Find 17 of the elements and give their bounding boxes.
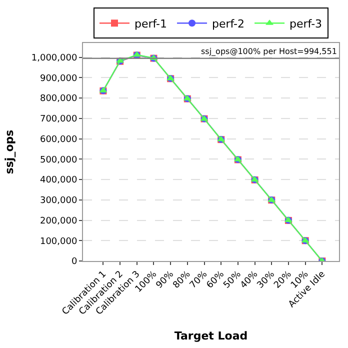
y-tick-label: 0 [71,257,78,268]
y-tick-label: 200,000 [40,216,78,226]
ref-line-label: ssj_ops@100% per Host=994,551 [201,47,337,56]
legend-label: perf-1 [134,17,168,30]
y-tick-label: 900,000 [40,74,78,84]
y-tick-label: 500,000 [40,155,78,166]
legend-label: perf-2 [212,17,245,30]
y-tick-label: 800,000 [40,94,78,104]
y-tick-label: 300,000 [40,196,78,206]
x-axis-title: Target Load [174,330,248,343]
y-tick-label: 400,000 [40,176,78,186]
y-tick-label: 1,000,000 [31,53,78,64]
y-tick-label: 100,000 [40,236,78,247]
y-tick-label: 600,000 [40,134,78,145]
y-tick-label: 700,000 [40,114,78,125]
legend-label: perf-3 [290,17,322,30]
y-axis-title: ssj_ops [3,129,16,174]
